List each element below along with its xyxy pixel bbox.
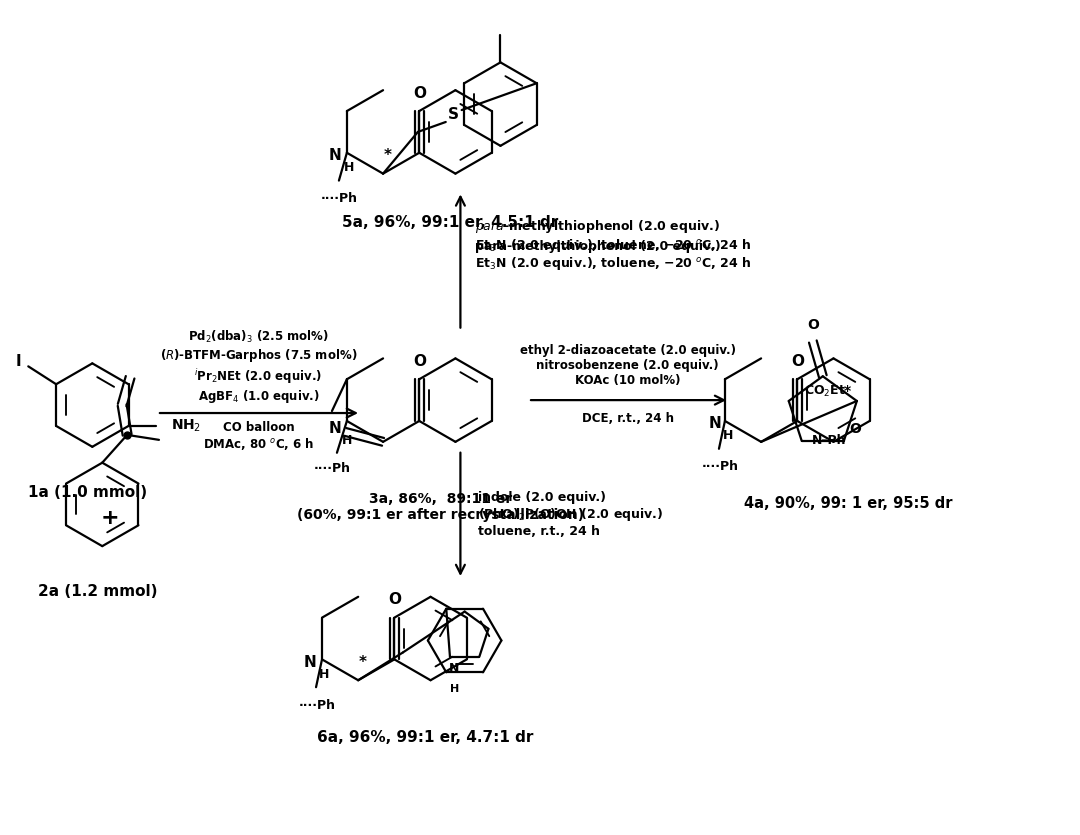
Text: O: O [413,354,426,369]
Text: O: O [413,86,426,101]
Text: H: H [450,684,459,694]
Text: DCE, r.t., 24 h: DCE, r.t., 24 h [581,412,674,425]
Text: *: * [843,384,850,398]
Text: N: N [449,662,459,676]
Text: 2a (1.2 mmol): 2a (1.2 mmol) [38,584,157,599]
Text: indole (2.0 equiv.)
(PhO)$_2$P(O)OH (2.0 equiv.)
toluene, r.t., 24 h: indole (2.0 equiv.) (PhO)$_2$P(O)OH (2.0… [478,491,663,538]
Text: N–Ph: N–Ph [812,434,847,448]
Text: CO$_2$Et: CO$_2$Et [804,383,846,398]
Text: ethyl 2-diazoacetate (2.0 equiv.)
nitrosobenzene (2.0 equiv.)
KOAc (10 mol%): ethyl 2-diazoacetate (2.0 equiv.) nitros… [519,344,735,387]
Text: O: O [849,422,861,436]
Text: ····Ph: ····Ph [321,192,357,205]
Text: +: + [100,509,120,529]
Text: 4a, 90%, 99: 1 er, 95:5 dr: 4a, 90%, 99: 1 er, 95:5 dr [744,497,953,512]
Text: O: O [791,354,804,369]
Text: S: S [448,107,459,122]
Text: N: N [328,422,341,437]
Text: 6a, 96%, 99:1 er, 4.7:1 dr: 6a, 96%, 99:1 er, 4.7:1 dr [318,730,534,745]
Text: N: N [328,149,341,164]
Text: ····Ph: ····Ph [701,460,739,473]
Text: I: I [15,354,22,369]
Text: N: N [303,655,316,670]
Text: *: * [360,655,367,670]
Text: H: H [343,161,354,175]
Text: ····Ph: ····Ph [298,699,336,711]
Text: H: H [723,429,733,443]
Text: NH$_2$: NH$_2$ [172,418,202,434]
Text: 5a, 96%, 99:1 er, 4.5:1 dr: 5a, 96%, 99:1 er, 4.5:1 dr [342,215,558,230]
Text: H: H [341,434,352,448]
Text: O: O [807,317,819,331]
Text: N: N [708,417,721,432]
Text: 3a, 86%,  89:11 er
(60%, 99:1 er after recrystallization): 3a, 86%, 89:11 er (60%, 99:1 er after re… [297,492,584,522]
Text: H: H [319,668,329,681]
Text: ····Ph: ····Ph [313,462,350,475]
Text: CO balloon
DMAc, 80 $^{o}$C, 6 h: CO balloon DMAc, 80 $^{o}$C, 6 h [203,421,314,453]
Text: para-methylthiophenol (2.0 equiv.)
Et$_3$N (2.0 equiv.), toluene, −20 $^{o}$C, 2: para-methylthiophenol (2.0 equiv.) Et$_3… [475,240,752,272]
Text: O: O [388,592,401,607]
Text: Pd$_2$(dba)$_3$ (2.5 mol%)
($R$)-BTFM-Garphos (7.5 mol%)
$^{i}$Pr$_2$NEt (2.0 eq: Pd$_2$(dba)$_3$ (2.5 mol%) ($R$)-BTFM-Ga… [160,328,357,405]
Text: *: * [384,149,392,164]
Text: 1a (1.0 mmol): 1a (1.0 mmol) [28,484,147,499]
Text: $\it{para}$-methylthiophenol (2.0 equiv.)
Et$_3$N (2.0 equiv.), toluene, −20 $^{: $\it{para}$-methylthiophenol (2.0 equiv.… [475,218,752,255]
